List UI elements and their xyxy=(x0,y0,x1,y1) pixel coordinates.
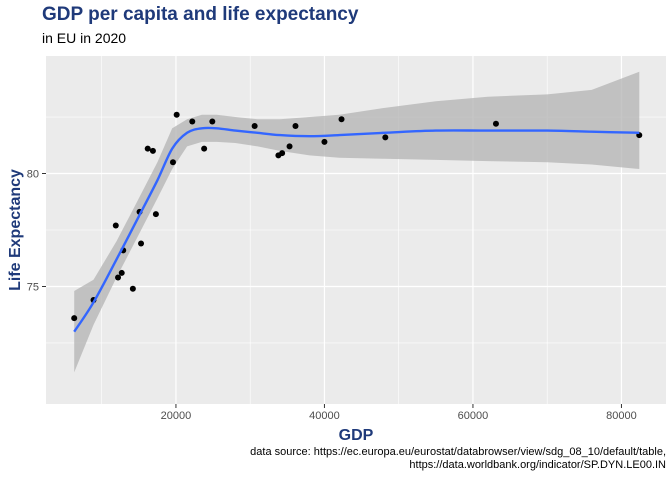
data-point xyxy=(129,285,136,292)
data-source-caption: data source: https://ec.europa.eu/eurost… xyxy=(250,446,666,472)
data-point xyxy=(149,147,156,154)
data-point xyxy=(112,222,119,229)
y-tick-label: 80 xyxy=(27,169,39,181)
data-point xyxy=(169,159,176,166)
data-point xyxy=(338,116,345,123)
data-point xyxy=(286,143,293,150)
x-axis-ticks: 20000 40000 60000 80000 xyxy=(161,404,637,422)
y-tick-label: 75 xyxy=(27,281,39,293)
data-point xyxy=(321,138,328,145)
data-point xyxy=(71,315,78,322)
data-point xyxy=(118,269,125,276)
smooth-trend-line xyxy=(73,126,640,333)
data-point xyxy=(292,123,299,130)
data-point xyxy=(492,120,499,127)
data-point xyxy=(115,274,122,281)
data-point xyxy=(144,145,151,152)
data-point xyxy=(382,134,389,141)
chart-title: GDP per capita and life expectancy xyxy=(42,4,359,25)
data-point xyxy=(189,118,196,125)
x-tick-label: 40000 xyxy=(309,410,340,422)
caption-line-1: data source: https://ec.europa.eu/eurost… xyxy=(250,446,666,458)
confidence-ribbon xyxy=(74,71,640,373)
x-tick-label: 60000 xyxy=(458,410,489,422)
x-axis-label: GDP xyxy=(339,427,374,444)
x-tick-label: 80000 xyxy=(606,410,637,422)
x-tick-label: 20000 xyxy=(161,410,192,422)
data-point xyxy=(251,123,258,130)
y-axis-ticks: 75 80 xyxy=(27,169,46,293)
data-point xyxy=(201,145,208,152)
data-point xyxy=(138,240,145,247)
data-point xyxy=(279,150,286,157)
caption-line-2: https://data.worldbank.org/indicator/SP.… xyxy=(409,459,666,471)
y-axis-label: Life Expectancy xyxy=(7,169,24,291)
chart-subtitle: in EU in 2020 xyxy=(42,30,127,46)
data-point xyxy=(209,118,216,125)
data-point xyxy=(173,111,180,118)
data-point xyxy=(152,211,159,218)
